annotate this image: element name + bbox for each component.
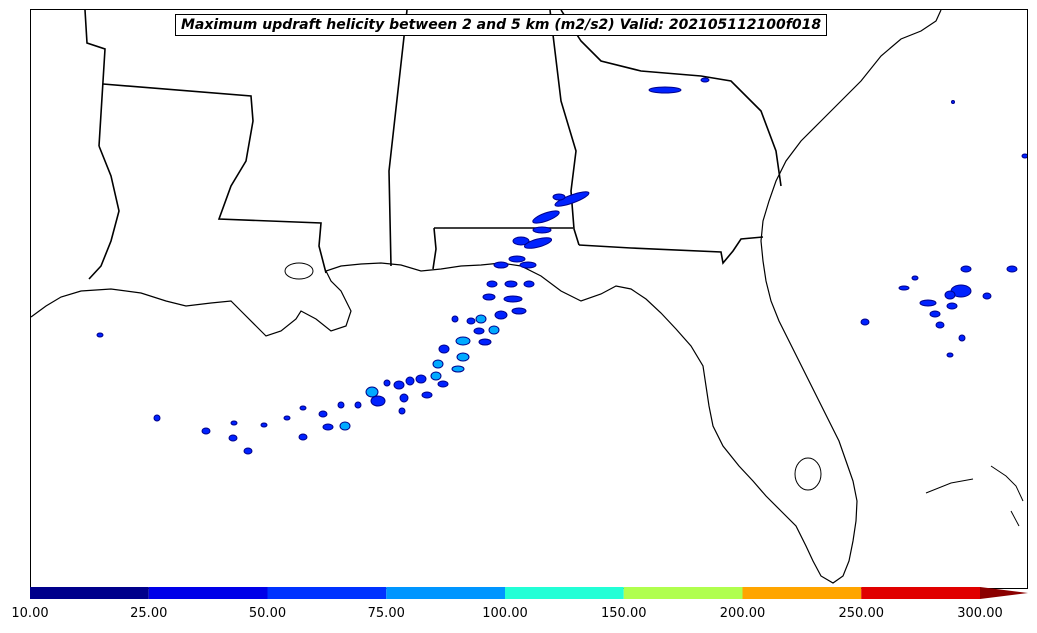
colorbar-tick-label: 10.00 <box>11 606 49 621</box>
colorbar-segment <box>386 587 505 599</box>
colorbar-tick-label: 150.00 <box>601 606 647 621</box>
bahamas <box>925 465 1024 527</box>
colorbar-tick-label: 250.00 <box>838 606 885 621</box>
colorbar-segment <box>623 587 743 599</box>
colorbar-tick-label: 25.00 <box>130 606 168 621</box>
map-panel <box>30 9 1028 589</box>
colorbar-segment <box>861 587 980 599</box>
colorbar <box>30 587 1028 599</box>
map-canvas <box>31 10 1027 584</box>
lake-pontchartrain <box>284 262 314 280</box>
colorbar-tick-label: 200.00 <box>719 606 766 621</box>
colorbar-segment <box>148 587 268 599</box>
colorbar-segment <box>505 587 624 599</box>
map-title: Maximum updraft helicity between 2 and 5… <box>175 14 828 36</box>
colorbar-segment <box>267 587 387 599</box>
colorbar-tick-label: 300.00 <box>957 606 1003 621</box>
lake-okeechobee <box>794 457 822 491</box>
colorbar-tick-label: 100.00 <box>482 606 528 621</box>
colorbar-extend-arrow <box>980 587 1028 599</box>
colorbar-segment <box>742 587 862 599</box>
helicity-field <box>96 77 1027 455</box>
colorbar-tick-label: 50.00 <box>248 606 287 621</box>
state-borders <box>84 10 782 280</box>
colorbar-tick-label: 75.00 <box>367 606 405 621</box>
gulf-coastline <box>31 10 942 584</box>
colorbar-segment <box>30 587 149 599</box>
